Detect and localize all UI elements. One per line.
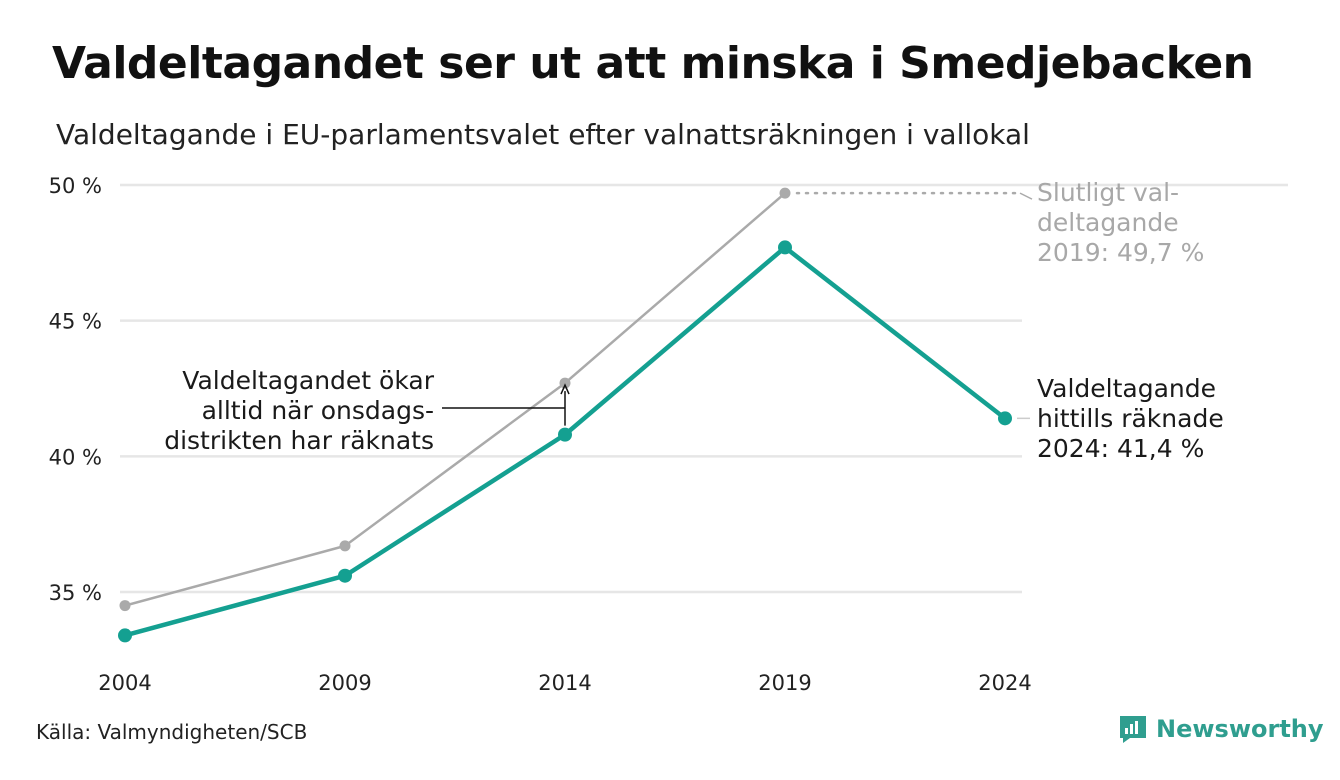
source-credit: Källa: Valmyndigheten/SCB (36, 720, 308, 744)
annotation-counted-line: Valdeltagande (1037, 374, 1216, 403)
y-tick-label: 50 % (49, 174, 102, 198)
annotation-final-line: deltagande (1037, 208, 1179, 237)
y-tick-label: 35 % (49, 581, 102, 605)
data-point-counted (998, 411, 1012, 426)
arrow-head (560, 383, 570, 395)
y-axis-ticks: 35 % 40 % 45 % 50 % (49, 174, 102, 605)
series-final-turnout (119, 187, 791, 612)
x-tick-label: 2014 (538, 671, 591, 695)
newsworthy-logo-icon (1120, 716, 1146, 743)
annotation-counted-line: 2024: 41,4 % (1037, 434, 1204, 463)
x-tick-label: 2004 (98, 671, 151, 695)
y-tick-label: 40 % (49, 445, 102, 469)
data-point-final (339, 540, 351, 552)
series-line-final (124, 192, 786, 607)
annotation-counted-line: hittills räknade (1037, 404, 1224, 433)
data-point-counted (118, 628, 132, 643)
x-tick-label: 2024 (978, 671, 1031, 695)
annotation-wednesday-line: alltid när onsdags- (202, 396, 434, 425)
data-point-final (559, 377, 571, 389)
annotation-final-line: Slutligt val- (1037, 178, 1179, 207)
chart-subtitle: Valdeltagande i EU-parlamentsvalet efter… (56, 118, 1030, 151)
data-point-counted (778, 240, 792, 255)
data-point-counted (338, 568, 352, 583)
data-point-counted (558, 427, 572, 442)
annotation-wednesday-line: Valdeltagandet ökar (182, 366, 434, 395)
brand-logo: Newsworthy (1118, 714, 1324, 744)
annotation-wednesday-line: distrikten har räknats (164, 426, 434, 455)
annotation-final-line: 2019: 49,7 % (1037, 238, 1204, 267)
chart-title: Valdeltagandet ser ut att minska i Smedj… (52, 38, 1254, 89)
x-axis-ticks: 2004 2009 2014 2019 2024 (98, 671, 1031, 695)
data-point-final (779, 187, 791, 199)
leader-tick-final (1019, 192, 1033, 200)
logo-text: Newsworthy (1156, 715, 1324, 743)
x-tick-label: 2019 (758, 671, 811, 695)
grid-lines (120, 183, 1288, 594)
series-counted-turnout (118, 240, 1012, 643)
y-tick-label: 45 % (49, 310, 102, 334)
data-point-final (119, 600, 131, 612)
x-tick-label: 2009 (318, 671, 371, 695)
